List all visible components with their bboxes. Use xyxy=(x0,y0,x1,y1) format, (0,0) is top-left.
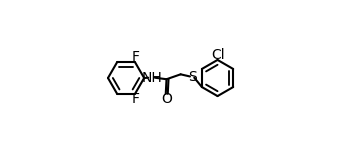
Text: Cl: Cl xyxy=(211,48,225,62)
Text: S: S xyxy=(188,70,197,84)
Text: F: F xyxy=(132,92,140,106)
Text: F: F xyxy=(132,50,140,64)
Text: NH: NH xyxy=(141,71,162,85)
Text: O: O xyxy=(161,92,172,106)
